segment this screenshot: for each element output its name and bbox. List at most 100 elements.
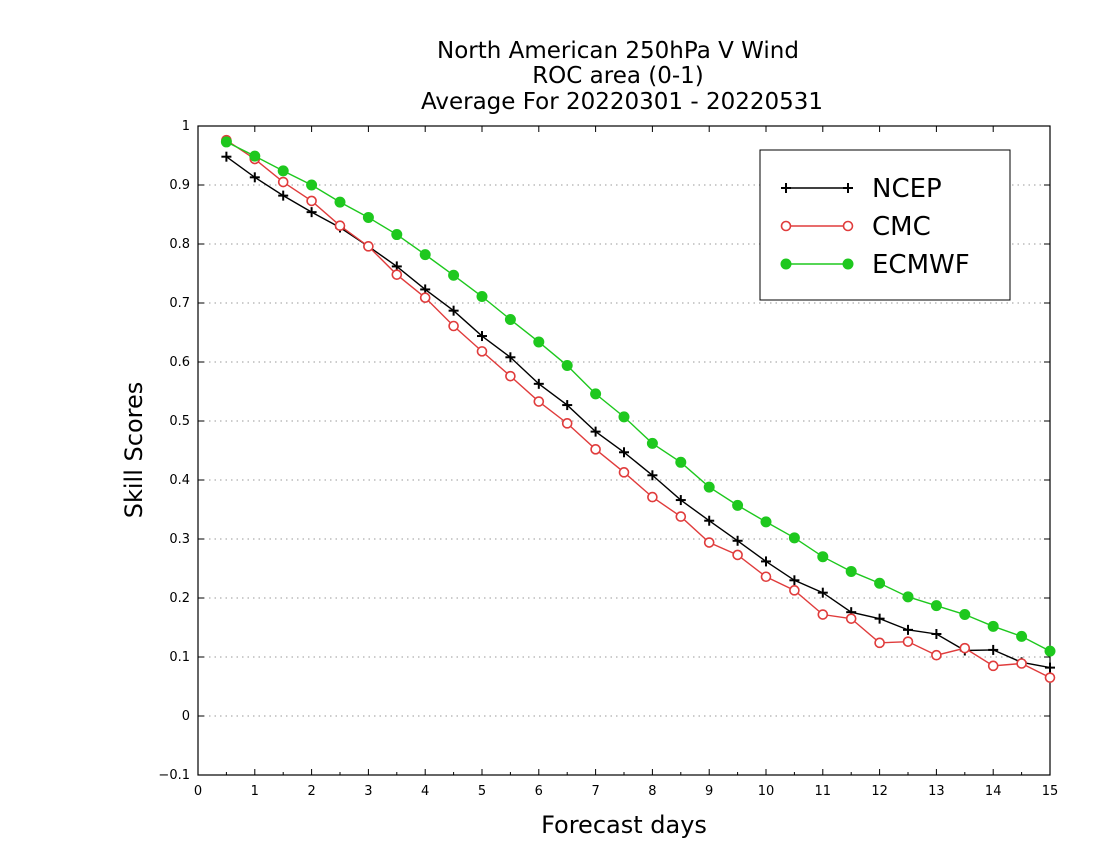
y-tick-label: 0.3 bbox=[169, 532, 190, 547]
data-point-ncep bbox=[477, 331, 487, 342]
data-point-ecmwf bbox=[845, 565, 857, 577]
x-tick-label: 15 bbox=[1042, 784, 1059, 799]
x-tick-label: 7 bbox=[591, 784, 599, 799]
data-point-ecmwf bbox=[504, 314, 516, 326]
data-point-ecmwf bbox=[533, 336, 545, 348]
x-tick-label: 4 bbox=[421, 784, 429, 799]
x-tick-label: 14 bbox=[985, 784, 1002, 799]
legend-item-ecmwf: ECMWF bbox=[780, 250, 970, 280]
data-point-ecmwf bbox=[419, 249, 431, 261]
data-point-ncep bbox=[448, 305, 459, 316]
data-point-cmc bbox=[931, 649, 942, 661]
y-tick-label: 0.2 bbox=[169, 591, 190, 606]
data-point-ecmwf bbox=[987, 620, 999, 632]
data-point-cmc bbox=[476, 346, 488, 357]
legend-box bbox=[759, 149, 1011, 301]
data-point-cmc bbox=[732, 549, 743, 561]
y-axis-ticks: −0.1 0 0.1 0.2 0.3 0.4 0.5 0.6 0.7 0.8 0.9 1 bbox=[158, 119, 1050, 783]
data-point-ncep bbox=[988, 644, 999, 655]
data-point-ecmwf bbox=[817, 551, 829, 563]
data-point-ecmwf bbox=[788, 532, 800, 544]
data-point-ncep bbox=[562, 400, 573, 411]
legend-marker-ecmwf bbox=[842, 258, 854, 270]
data-point-cmc bbox=[874, 637, 885, 649]
data-point-ncep bbox=[732, 535, 743, 546]
y-tick-label: 1 bbox=[182, 119, 190, 134]
data-point-ncep bbox=[931, 628, 942, 639]
legend-item-ncep: NCEP bbox=[781, 174, 942, 204]
data-point-cmc bbox=[959, 642, 971, 654]
x-tick-label: 5 bbox=[478, 784, 486, 799]
data-point-ecmwf bbox=[334, 196, 346, 208]
y-tick-label: 0.6 bbox=[169, 355, 190, 370]
data-point-cmc bbox=[533, 396, 545, 407]
data-point-ncep bbox=[903, 624, 913, 635]
data-point-ncep bbox=[533, 378, 544, 389]
data-point-cmc bbox=[845, 613, 857, 624]
data-point-ecmwf bbox=[760, 516, 772, 528]
data-point-ecmwf bbox=[959, 609, 971, 621]
data-point-ecmwf bbox=[675, 456, 687, 468]
data-point-cmc bbox=[987, 660, 999, 672]
data-point-ecmwf bbox=[703, 481, 715, 493]
x-tick-label: 10 bbox=[758, 784, 775, 799]
x-tick-label: 12 bbox=[871, 784, 888, 799]
data-point-cmc bbox=[363, 241, 374, 252]
chart-title-line-3: Average For 20220301 - 20220531 bbox=[421, 89, 823, 115]
y-tick-label: 0.1 bbox=[169, 650, 190, 665]
data-point-cmc bbox=[647, 491, 658, 503]
data-point-ecmwf bbox=[930, 600, 942, 612]
data-point-cmc bbox=[561, 418, 573, 429]
x-tick-label: 9 bbox=[705, 784, 713, 799]
data-point-ecmwf bbox=[561, 360, 573, 372]
data-point-cmc bbox=[1016, 658, 1027, 669]
data-point-ecmwf bbox=[476, 291, 488, 303]
series-lines bbox=[220, 134, 1056, 683]
data-point-ecmwf bbox=[249, 150, 261, 162]
data-point-ecmwf bbox=[732, 499, 744, 511]
x-tick-label: 1 bbox=[251, 784, 259, 799]
chart-title-line-1: North American 250hPa V Wind bbox=[437, 38, 799, 64]
series-cmc bbox=[221, 134, 1056, 683]
data-point-ecmwf bbox=[362, 211, 374, 223]
data-point-ecmwf bbox=[391, 229, 403, 241]
data-point-ecmwf bbox=[277, 165, 289, 177]
data-point-ecmwf bbox=[448, 269, 460, 281]
x-tick-label: 13 bbox=[928, 784, 945, 799]
data-point-cmc bbox=[334, 220, 346, 232]
legend-marker-cmc bbox=[780, 220, 792, 232]
data-point-ncep bbox=[817, 587, 828, 598]
data-point-ecmwf bbox=[220, 136, 232, 148]
data-point-ncep bbox=[306, 207, 317, 218]
chart-title-line-2: ROC area (0-1) bbox=[532, 63, 704, 89]
legend-label-ecmwf: ECMWF bbox=[872, 250, 970, 280]
data-point-ecmwf bbox=[618, 411, 630, 423]
y-tick-label: −0.1 bbox=[158, 768, 190, 783]
data-point-ncep bbox=[704, 515, 715, 526]
data-point-cmc bbox=[505, 370, 516, 382]
data-point-cmc bbox=[675, 511, 687, 522]
y-tick-label: 0.8 bbox=[169, 237, 190, 252]
x-tick-label: 2 bbox=[307, 784, 315, 799]
legend-marker-ncep bbox=[781, 183, 791, 193]
data-point-ncep bbox=[761, 556, 771, 567]
x-axis-ticks: 0 1 2 3 4 5 6 7 8 9 10 11 12 13 14 15 bbox=[194, 126, 1058, 799]
data-point-cmc bbox=[419, 292, 431, 303]
x-tick-label: 11 bbox=[815, 784, 832, 799]
data-point-ncep bbox=[278, 190, 289, 201]
data-point-ecmwf bbox=[1044, 645, 1056, 657]
data-point-ncep bbox=[249, 172, 260, 183]
data-point-ecmwf bbox=[1016, 630, 1028, 642]
data-point-ecmwf bbox=[646, 437, 658, 449]
y-tick-label: 0.7 bbox=[169, 296, 190, 311]
x-tick-label: 6 bbox=[535, 784, 543, 799]
data-point-ncep bbox=[647, 470, 658, 481]
y-tick-label: 0.9 bbox=[169, 178, 190, 193]
data-point-ecmwf bbox=[874, 577, 886, 589]
y-tick-label: 0.4 bbox=[169, 473, 190, 488]
data-point-ncep bbox=[221, 151, 232, 162]
data-point-ecmwf bbox=[902, 591, 914, 603]
chart-title: North American 250hPa V Wind ROC area (0… bbox=[421, 38, 823, 115]
data-point-cmc bbox=[306, 195, 317, 207]
